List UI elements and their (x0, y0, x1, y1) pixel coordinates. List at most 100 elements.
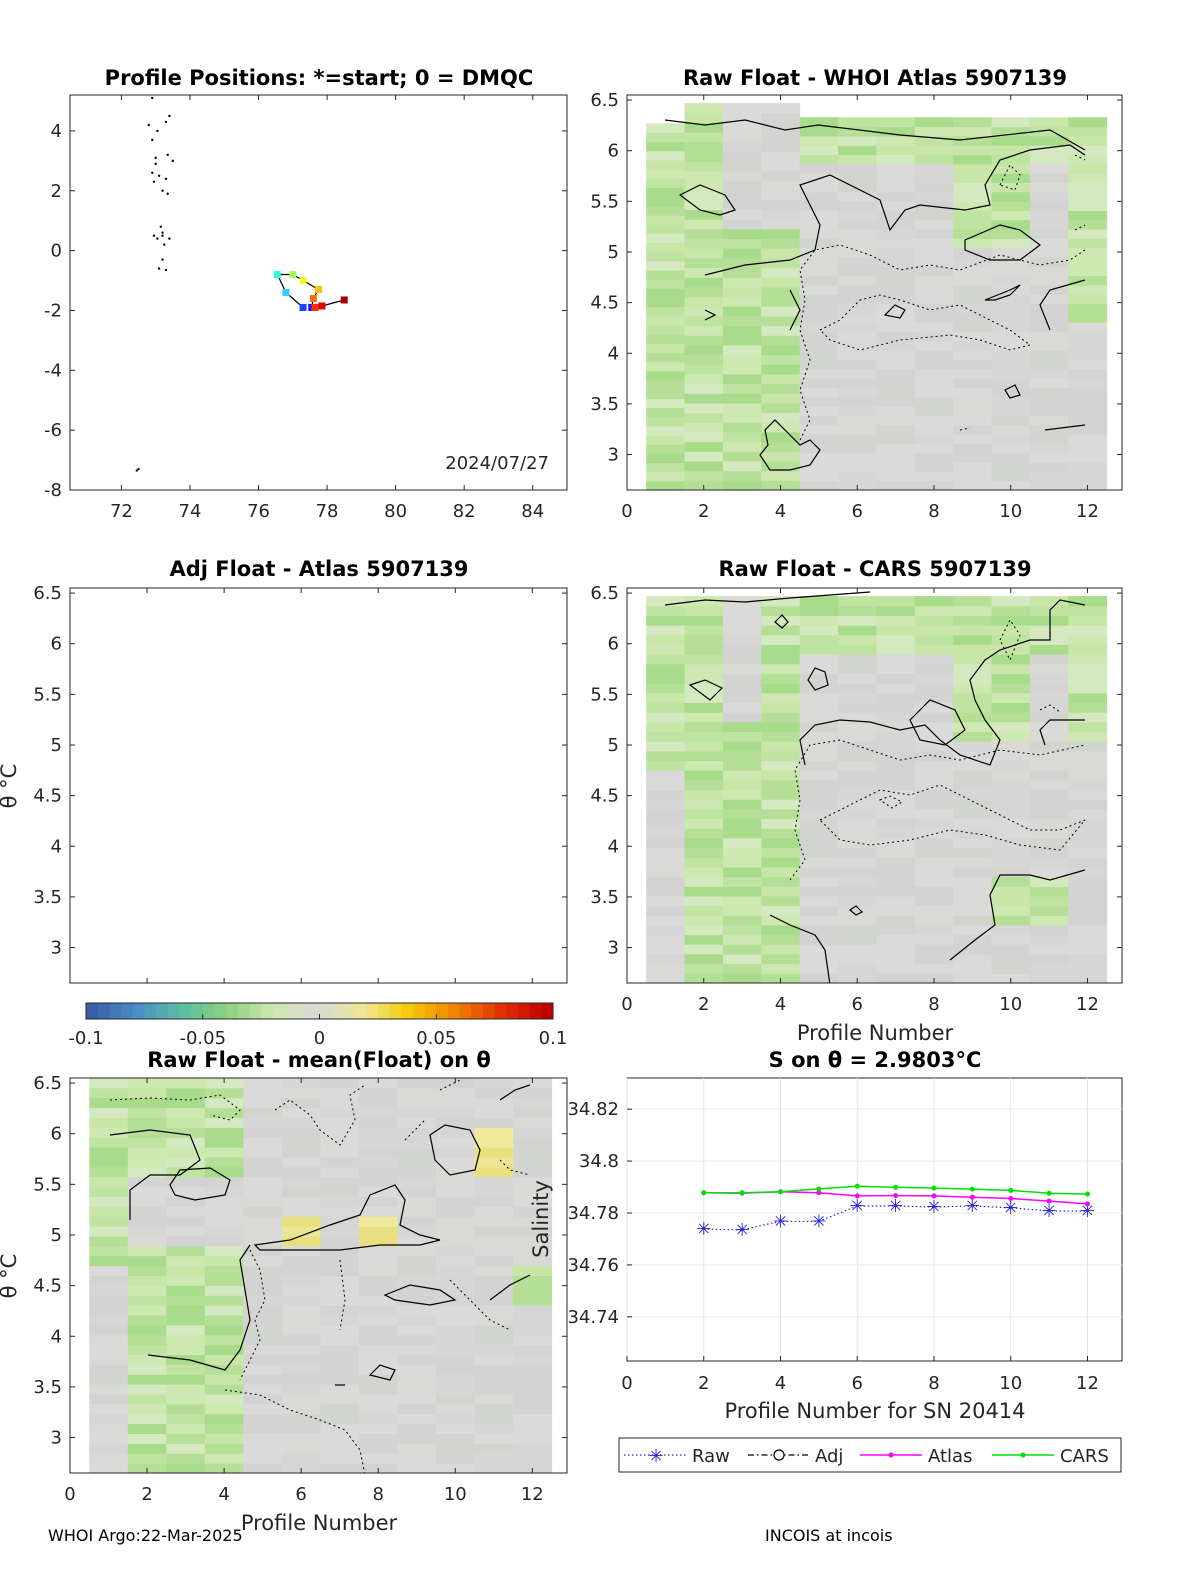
raw-mean-cell (397, 1078, 437, 1089)
raw-cars-cell (876, 779, 916, 791)
raw-mean-cell (127, 1334, 167, 1346)
raw-mean-cell (166, 1265, 206, 1276)
raw-atlas-cell (684, 112, 724, 123)
raw-cars-cell (991, 750, 1031, 762)
raw-mean-cell (127, 1285, 167, 1296)
raw-atlas-cell (914, 219, 954, 230)
raw-atlas-cell (838, 229, 877, 239)
raw-atlas-xtick-label: 2 (698, 501, 709, 522)
raw-atlas-cell (761, 451, 801, 462)
raw-atlas-cell (761, 103, 801, 114)
raw-cars-cell (1068, 963, 1108, 974)
raw-atlas-cell (991, 443, 1031, 454)
raw-mean-cell (358, 1305, 398, 1316)
raw-atlas-cell (799, 368, 839, 379)
raw-cars-dotted-contours (789, 619, 1086, 881)
raw-atlas-cell (991, 331, 1031, 342)
raw-atlas-cell (953, 406, 993, 416)
raw-mean-cell (320, 1403, 360, 1415)
raw-cars-cell (953, 944, 993, 955)
raw-cars-cell (953, 973, 993, 983)
raw-cars-cell (1029, 799, 1069, 810)
raw-cars-cell (799, 692, 839, 703)
raw-mean-cell (166, 1413, 206, 1425)
raw-cars-cell (684, 886, 724, 897)
raw-atlas-cell (646, 453, 686, 464)
raw-mean-cell (474, 1453, 514, 1464)
raw-atlas-cell (991, 117, 1031, 128)
raw-mean-cell (281, 1117, 321, 1128)
raw-mean-cell (281, 1245, 321, 1257)
raw-atlas-cell (1068, 238, 1108, 249)
raw-cars-cell (684, 857, 724, 868)
raw-cars-cell (1068, 886, 1108, 897)
raw-cars-heatmap-cells (646, 596, 1108, 983)
raw-cars-cell (991, 605, 1031, 616)
raw-mean-cell (243, 1196, 283, 1207)
raw-mean-cell (243, 1087, 283, 1099)
raw-mean-cell (320, 1117, 360, 1128)
raw-cars-cell (876, 702, 916, 713)
raw-cars-cell (914, 683, 954, 694)
raw-cars-cell (722, 741, 762, 752)
raw-cars-cell (1029, 663, 1069, 674)
raw-mean-cell (243, 1334, 283, 1346)
raw-mean-cell (320, 1137, 360, 1148)
legend-adj-marker (773, 1449, 785, 1461)
raw-cars-cell (1068, 876, 1108, 887)
raw-atlas-cell (722, 373, 762, 385)
raw-mean-cell (89, 1196, 129, 1207)
raw-atlas-cell (646, 251, 686, 262)
series-point-cars (739, 1190, 745, 1196)
raw-mean-cell (474, 1403, 514, 1415)
raw-cars-cell (722, 750, 762, 762)
raw-cars-cell (914, 692, 954, 703)
raw-cars-cell (761, 953, 801, 965)
raw-mean-cell (281, 1344, 321, 1355)
raw-cars-cell (761, 721, 801, 733)
raw-mean-cell (281, 1196, 321, 1207)
raw-atlas-cell (722, 248, 762, 259)
raw-atlas-cell (1029, 434, 1069, 444)
raw-atlas-cell (799, 312, 839, 323)
raw-cars-cell (646, 886, 686, 897)
raw-atlas-cell (953, 322, 993, 333)
raw-atlas-cell (761, 412, 801, 423)
raw-mean-cell (513, 1255, 553, 1267)
raw-mean-cell (436, 1324, 476, 1336)
raw-mean-cell (358, 1166, 398, 1178)
raw-atlas-cell (838, 462, 877, 472)
raw-mean-cell (358, 1176, 398, 1188)
raw-atlas-xtick-label: 12 (1076, 501, 1099, 522)
raw-atlas-cell (991, 452, 1031, 463)
raw-mean-cell (204, 1147, 244, 1158)
raw-atlas-cell (684, 161, 724, 172)
raw-cars-cell (1068, 818, 1108, 829)
raw-atlas-cell (876, 229, 916, 239)
raw-cars-cell (838, 837, 877, 849)
raw-cars-cell (991, 924, 1031, 936)
raw-cars-cell (953, 663, 993, 674)
raw-atlas-cell (953, 266, 993, 277)
raw-cars-cell (761, 683, 801, 694)
raw-mean-cell (320, 1463, 360, 1473)
raw-mean-cell (127, 1453, 167, 1464)
raw-cars-cell (914, 721, 954, 733)
raw-mean-cell (204, 1374, 244, 1385)
raw-cars-cell (953, 905, 993, 916)
raw-cars-cell (684, 673, 724, 684)
raw-mean-cell (243, 1433, 283, 1444)
series-point-cars (854, 1183, 860, 1189)
raw-cars-cell (646, 905, 686, 916)
raw-mean-cell (89, 1413, 129, 1425)
raw-mean-cell (436, 1265, 476, 1276)
raw-cars-cell (722, 770, 762, 781)
raw-cars-cell (1029, 963, 1069, 974)
raw-atlas-cell (799, 145, 839, 156)
raw-mean-cell (513, 1216, 553, 1227)
raw-mean-cell (89, 1245, 129, 1257)
raw-mean-cell (320, 1078, 360, 1089)
raw-mean-cell (204, 1236, 244, 1247)
raw-cars-cell (876, 886, 916, 897)
